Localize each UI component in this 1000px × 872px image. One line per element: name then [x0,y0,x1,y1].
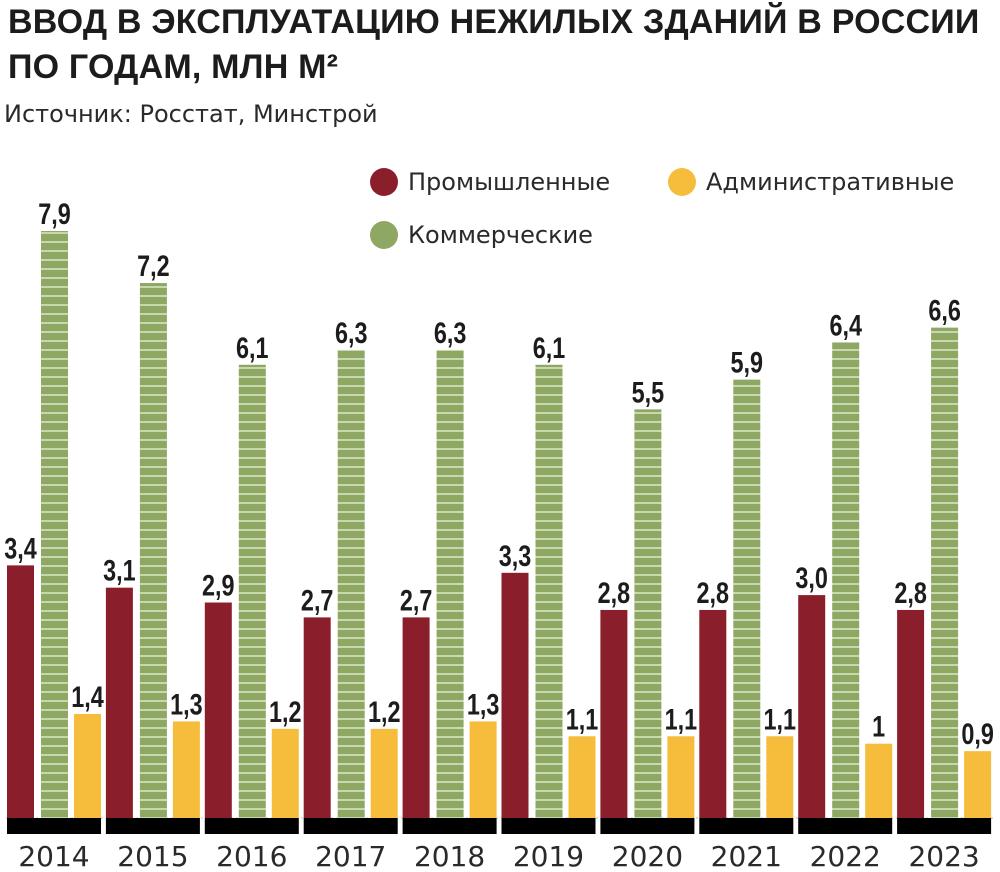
bar-administrative-2016 [271,728,299,818]
data-label-industrial-2020: 2,8 [598,576,631,609]
data-label-industrial-2021: 2,8 [697,576,730,609]
data-label-industrial-2019: 3,3 [499,539,532,572]
bar-administrative-2022 [865,743,893,818]
data-label-administrative-2016: 1,2 [269,695,302,728]
data-label-industrial-2017: 2,7 [301,584,334,617]
data-label-commercial-2020: 5,5 [632,376,665,409]
bar-administrative-2014 [74,713,101,818]
bar-commercial-2022 [832,342,860,818]
bar-industrial-2018 [402,617,430,818]
bar-industrial-2020 [600,609,628,818]
bar-commercial-2019 [535,364,563,818]
data-label-administrative-2018: 1,3 [467,688,500,721]
bar-administrative-2019 [568,736,596,818]
bar-commercial-2015 [139,283,167,818]
axis-base-2017 [303,818,398,834]
bar-commercial-2020 [634,409,662,818]
x-tick-label-2014: 2014 [18,840,89,872]
data-label-commercial-2019: 6,1 [533,331,566,364]
bar-industrial-2014 [7,565,34,818]
data-label-administrative-2023: 0,9 [961,717,994,750]
bar-commercial-2014 [41,231,68,818]
chart-title: ВВОД В ЭКСПЛУАТАЦИЮ НЕЖИЛЫХ ЗДАНИЙ В РОС… [8,3,980,86]
x-tick-label-2016: 2016 [216,840,287,872]
x-tick-label-2019: 2019 [513,840,584,872]
x-tick-label-2017: 2017 [315,840,386,872]
bar-administrative-2018 [469,721,497,818]
x-tick-label-2022: 2022 [810,840,881,872]
bar-industrial-2016 [204,602,232,818]
axis-base-2023 [897,818,992,834]
bar-administrative-2020 [667,736,695,818]
bar-administrative-2017 [370,728,398,818]
data-label-industrial-2014: 3,4 [4,532,37,565]
axis-base-2014 [7,818,101,834]
data-label-industrial-2023: 2,8 [894,576,927,609]
bar-commercial-2023 [931,327,959,818]
bar-industrial-2019 [501,572,529,818]
axis-base-2020 [600,818,695,834]
bar-industrial-2015 [105,587,133,818]
data-label-commercial-2016: 6,1 [236,331,269,364]
axis-base-2022 [798,818,893,834]
data-label-commercial-2021: 5,9 [731,346,764,379]
axis-base-2015 [105,818,200,834]
data-label-industrial-2022: 3,0 [795,561,828,594]
data-label-commercial-2017: 6,3 [335,316,368,349]
axis-base-2016 [204,818,299,834]
bar-administrative-2021 [766,736,794,818]
data-label-administrative-2015: 1,3 [170,688,203,721]
bar-industrial-2017 [303,617,331,818]
data-label-commercial-2018: 6,3 [434,316,467,349]
data-label-administrative-2022: 1 [872,710,885,743]
bar-industrial-2021 [699,609,727,818]
data-label-administrative-2021: 1,1 [764,703,797,736]
data-label-commercial-2014: 7,9 [38,197,71,230]
x-tick-label-2015: 2015 [117,840,188,872]
bar-industrial-2023 [897,609,925,818]
x-tick-label-2021: 2021 [711,840,782,872]
bar-commercial-2016 [238,364,266,818]
chart-source: Источник: Росстат, Минстрой [4,100,378,128]
bar-commercial-2018 [436,349,464,818]
data-label-commercial-2023: 6,6 [928,294,961,327]
x-tick-label-2023: 2023 [908,840,979,872]
data-label-administrative-2014: 1,4 [71,680,104,713]
axis-base-2021 [699,818,794,834]
data-label-commercial-2022: 6,4 [829,309,862,342]
bar-commercial-2021 [733,379,761,818]
axis-base-2018 [402,818,497,834]
bar-administrative-2015 [172,721,200,818]
data-label-industrial-2016: 2,9 [202,569,235,602]
x-tick-label-2018: 2018 [414,840,485,872]
data-label-industrial-2018: 2,7 [400,584,433,617]
data-label-administrative-2020: 1,1 [665,703,698,736]
x-tick-label-2020: 2020 [612,840,683,872]
data-label-commercial-2015: 7,2 [137,249,170,282]
bar-administrative-2023 [964,751,992,818]
data-label-administrative-2017: 1,2 [368,695,401,728]
data-label-administrative-2019: 1,1 [566,703,599,736]
axis-base-2019 [501,818,596,834]
bar-industrial-2022 [798,595,826,818]
data-label-industrial-2015: 3,1 [103,554,136,587]
bar-commercial-2017 [337,349,365,818]
